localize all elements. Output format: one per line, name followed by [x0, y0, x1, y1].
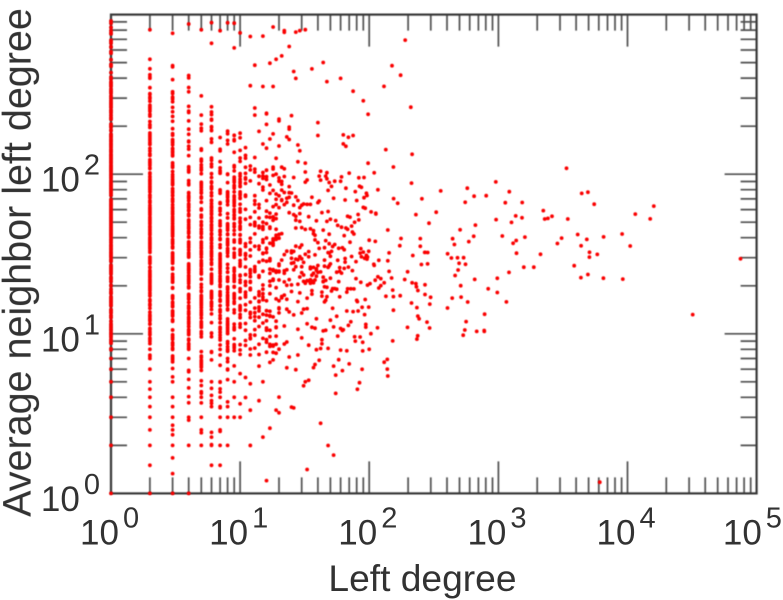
svg-text:Average neighbor left degree: Average neighbor left degree [0, 8, 40, 517]
svg-text:Left degree: Left degree [328, 557, 516, 599]
